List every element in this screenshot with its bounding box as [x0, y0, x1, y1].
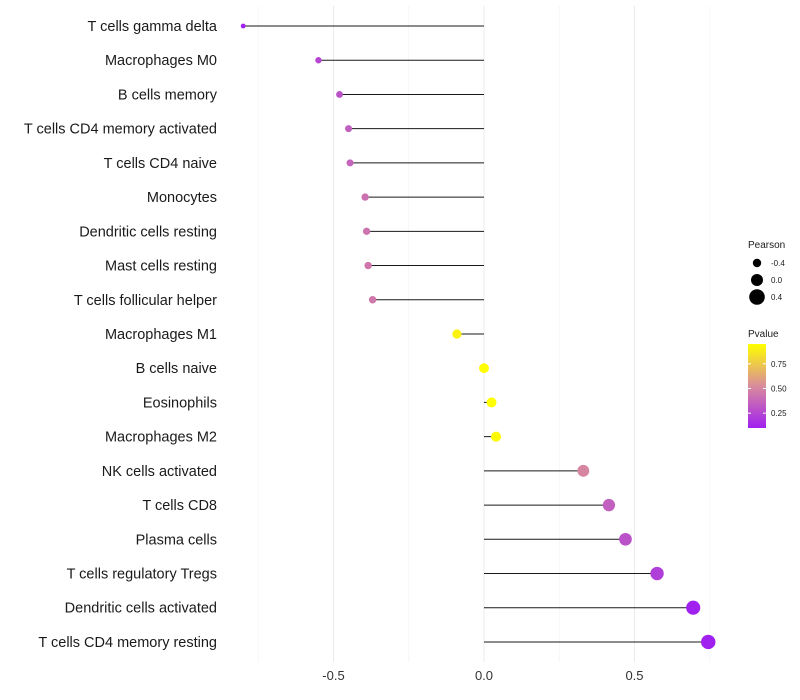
category-label-8: T cells follicular helper	[74, 293, 217, 309]
category-label-12: Macrophages M2	[105, 430, 217, 446]
point-13	[577, 464, 590, 477]
category-label-14: T cells CD8	[142, 498, 217, 514]
colorbar-label-2: 0.75	[771, 360, 787, 369]
category-label-17: Dendritic cells activated	[65, 601, 217, 617]
point-12	[491, 431, 502, 442]
pvalue-legend-title: Pvalue	[748, 329, 779, 340]
point-3	[345, 125, 353, 133]
pvalue-colorbar	[748, 344, 766, 428]
point-10	[479, 363, 489, 374]
colorbar-label-1: 0.50	[771, 384, 787, 393]
point-18	[701, 634, 716, 650]
category-label-2: B cells memory	[118, 87, 218, 103]
point-16	[650, 566, 664, 581]
grid-lines	[257, 6, 711, 662]
point-7	[364, 261, 372, 270]
size-legend-label-1: 0.0	[771, 276, 783, 285]
size-legend-dot-2	[749, 289, 765, 305]
point-5	[361, 193, 369, 201]
x-tick-label-0: -0.5	[322, 668, 344, 683]
category-label-1: Macrophages M0	[105, 53, 217, 69]
point-15	[619, 532, 632, 546]
category-label-6: Dendritic cells resting	[79, 224, 217, 240]
size-legend-label-2: 0.4	[771, 293, 783, 302]
category-label-11: Eosinophils	[143, 395, 217, 411]
category-labels: T cells gamma delta Macrophages M0 B cells…	[24, 19, 218, 651]
pearson-size-legend: Pearson -0.4 0.0 0.4	[748, 240, 785, 305]
point-2	[336, 91, 343, 98]
point-9	[452, 329, 462, 339]
point-17	[686, 600, 701, 615]
category-label-10: B cells naive	[136, 361, 217, 377]
x-tick-label-2: 0.5	[625, 668, 643, 683]
pearson-legend-title: Pearson	[748, 240, 785, 251]
point-1	[315, 57, 322, 64]
point-6	[362, 227, 371, 236]
point-4	[346, 159, 354, 167]
lollipop-points	[240, 23, 716, 650]
category-label-9: Macrophages M1	[105, 327, 217, 343]
category-label-5: Monocytes	[147, 190, 217, 206]
category-label-18: T cells CD4 memory resting	[38, 635, 217, 651]
category-label-4: T cells CD4 naive	[104, 156, 217, 172]
category-label-3: T cells CD4 memory activated	[24, 122, 217, 138]
point-0	[240, 23, 246, 29]
category-label-15: Plasma cells	[136, 532, 217, 548]
x-tick-label-1: 0.0	[475, 668, 493, 683]
category-label-13: NK cells activated	[102, 464, 217, 480]
point-11	[486, 397, 497, 408]
size-legend-dot-1	[751, 274, 763, 286]
x-axis-tick-labels: -0.5 0.0 0.5	[322, 668, 643, 683]
category-label-7: Mast cells resting	[105, 259, 217, 275]
category-label-0: T cells gamma delta	[88, 19, 218, 35]
pvalue-color-legend: Pvalue 0.25 0.50 0.75	[748, 329, 787, 428]
colorbar-label-0: 0.25	[771, 409, 787, 418]
size-legend-label-0: -0.4	[771, 259, 785, 268]
point-14	[602, 498, 616, 512]
point-8	[368, 296, 377, 304]
size-legend-dot-0	[752, 258, 762, 268]
lollipop-stems	[243, 25, 709, 643]
category-label-16: T cells regulatory Tregs	[67, 567, 217, 583]
